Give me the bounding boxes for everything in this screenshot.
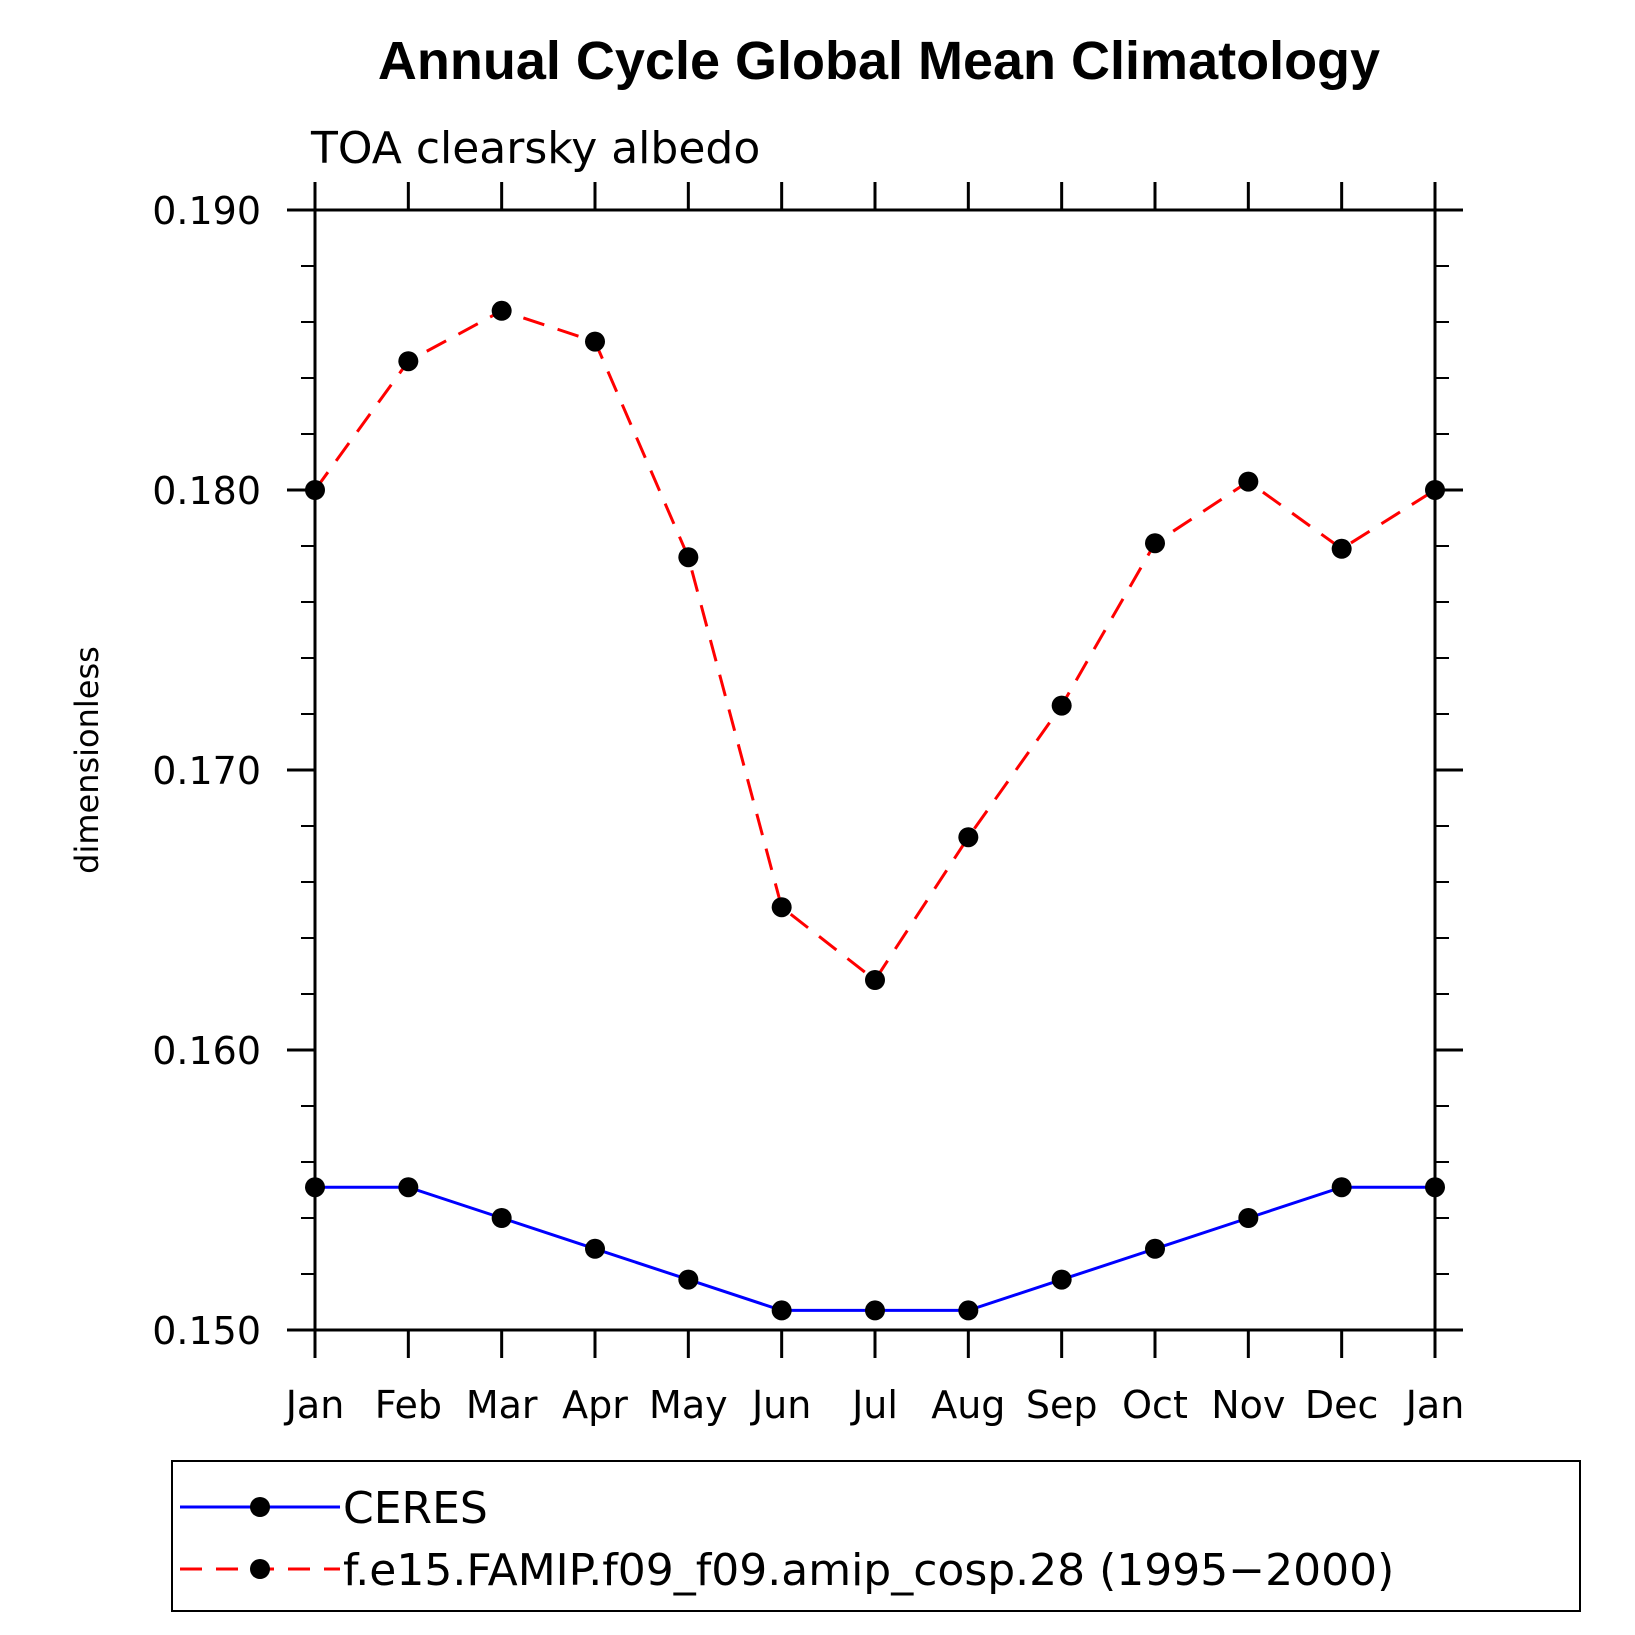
series-2-point <box>865 970 885 990</box>
legend-label-2: f.e15.FAMIP.f09_f09.amip_cosp.28 (1995−2… <box>343 1545 1394 1596</box>
series-2-point <box>678 547 699 568</box>
legend: CERES f.e15.FAMIP.f09_f09.amip_cosp.28 (1… <box>171 1460 1581 1612</box>
series-1-point <box>1051 1269 1072 1290</box>
y-tick-label: 0.160 <box>152 1029 261 1073</box>
series-line-2 <box>313 309 1436 983</box>
legend-box <box>171 1460 1581 1612</box>
series-2-point <box>491 300 512 321</box>
axes: Jan Feb Mar Apr May Jun Jul Aug Sep Oct Nov Dec Jan 0… <box>152 182 1464 1427</box>
chart-title: Annual Cycle Global Mean Climatology <box>378 31 1380 91</box>
series-1-point <box>865 1300 885 1321</box>
y-tick-label: 0.180 <box>152 469 261 513</box>
series-2-point <box>1331 538 1352 559</box>
series-2-point <box>1145 533 1165 554</box>
x-tick-label: May <box>649 1383 728 1427</box>
series-2-point <box>1425 480 1445 500</box>
series-1-point <box>305 1177 325 1198</box>
series-2-point <box>585 331 605 352</box>
legend-marker-2 <box>250 1559 270 1579</box>
series-2-point <box>771 897 792 918</box>
x-tick-label: Jan <box>1404 1383 1465 1427</box>
series-1-point <box>1425 1177 1445 1198</box>
series-1-point <box>1145 1238 1165 1259</box>
x-tick-label: Apr <box>562 1383 628 1427</box>
series-1-point <box>958 1300 979 1321</box>
series-2-point <box>398 351 419 372</box>
series-2-point <box>1238 471 1259 492</box>
series-1-point <box>491 1208 512 1228</box>
x-tick-label: Nov <box>1211 1383 1285 1427</box>
x-tick-label: Mar <box>466 1383 538 1427</box>
x-tick-label: Dec <box>1305 1383 1379 1427</box>
series-1-point <box>398 1177 419 1198</box>
x-tick-label: Oct <box>1122 1383 1188 1427</box>
legend-label-1: CERES <box>343 1483 488 1534</box>
series-1-point <box>678 1269 699 1290</box>
y-tick-label: 0.190 <box>152 189 261 233</box>
y-axis-label: dimensionless <box>68 646 106 874</box>
series-1-point <box>585 1238 605 1259</box>
x-tick-label: Aug <box>931 1383 1005 1427</box>
x-tick-label: Jul <box>850 1383 898 1427</box>
x-tick-label: Jun <box>750 1383 811 1427</box>
legend-marker-1 <box>250 1497 270 1517</box>
y-tick-label: 0.150 <box>152 1309 261 1353</box>
plot-frame <box>313 208 1437 1332</box>
series-1-point <box>1238 1208 1259 1228</box>
x-tick-label: Feb <box>375 1383 442 1427</box>
series-layer <box>305 300 1445 1321</box>
series-1-point <box>771 1300 792 1321</box>
series-2-point <box>305 480 325 500</box>
chart-subtitle: TOA clearsky albedo <box>310 123 760 174</box>
series-2-point <box>1051 695 1072 716</box>
series-1-point <box>1331 1177 1352 1198</box>
series-line-1 <box>315 1185 1435 1312</box>
y-tick-label: 0.170 <box>152 749 261 793</box>
series-2-point <box>958 827 979 848</box>
x-tick-label: Sep <box>1026 1383 1098 1427</box>
x-tick-label: Jan <box>284 1383 345 1427</box>
